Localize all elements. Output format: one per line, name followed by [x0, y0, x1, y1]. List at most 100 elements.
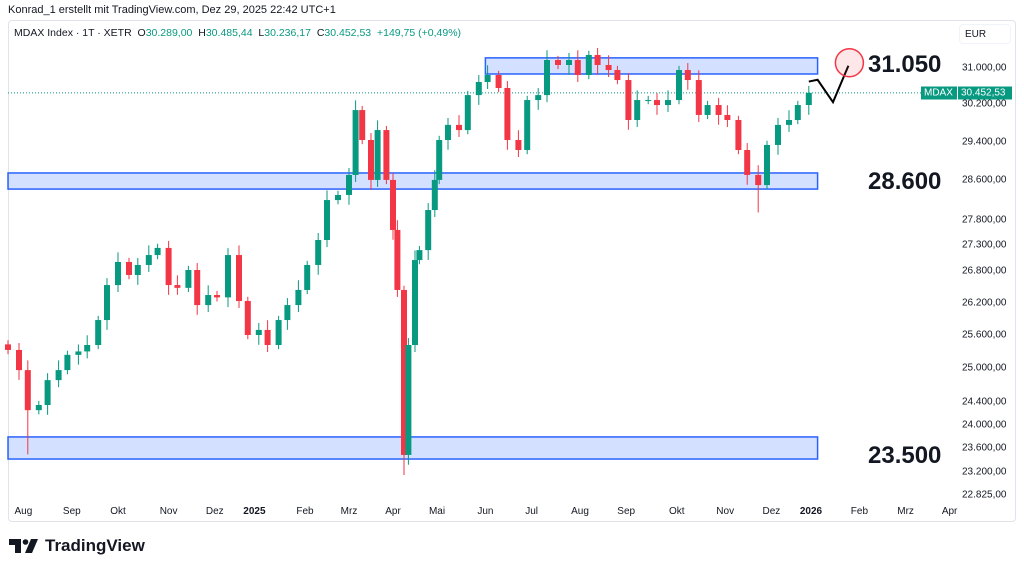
- candle-up: [374, 130, 381, 180]
- support-resistance-zone: [7, 436, 819, 460]
- candle-up: [324, 200, 330, 241]
- candle-up: [431, 179, 438, 211]
- candle-down: [16, 349, 22, 371]
- price-tick-label: 23.600,00: [962, 442, 1007, 454]
- candle-up: [786, 119, 792, 125]
- candle-up: [645, 100, 652, 102]
- candle-up: [55, 370, 62, 381]
- time-tick-label: Mrz: [340, 506, 358, 517]
- candle-down: [264, 329, 271, 346]
- candle-down: [735, 119, 742, 151]
- close-label: C: [316, 27, 325, 39]
- candle-up: [35, 405, 42, 411]
- price-level-annotation: 31.050: [868, 50, 942, 78]
- price-tick-label: 26.800,00: [962, 265, 1007, 277]
- candle-up: [84, 345, 91, 352]
- candle-up: [535, 95, 542, 101]
- candle-up: [464, 95, 471, 131]
- chart-credit: Konrad_1 erstellt mit TradingView.com, D…: [8, 4, 336, 16]
- price-tick-label: 30.200,00: [962, 98, 1007, 110]
- time-tick-label: Mai: [428, 506, 446, 517]
- candle-up: [205, 295, 212, 306]
- candle-down: [214, 295, 220, 298]
- candle-down: [390, 179, 396, 230]
- candle-down: [574, 60, 581, 75]
- chart-pane[interactable]: [8, 20, 1016, 522]
- candle-up: [524, 100, 531, 151]
- low-value: 30.236,17: [264, 27, 311, 39]
- candle-down: [744, 150, 751, 175]
- candle-down: [695, 80, 702, 115]
- candle-down: [504, 87, 511, 140]
- open-label: O: [137, 27, 146, 39]
- candle-up: [475, 82, 482, 96]
- candle-down: [605, 64, 612, 71]
- candle-up: [104, 285, 110, 321]
- projection-path: [808, 65, 850, 105]
- candle-up: [275, 320, 282, 346]
- time-tick-label: Sep: [62, 506, 81, 517]
- candle-up: [585, 54, 592, 75]
- currency-button[interactable]: EUR: [959, 24, 1011, 44]
- time-tick-label: Aug: [571, 506, 589, 517]
- time-tick-label: Nov: [716, 506, 735, 517]
- candle-up: [154, 247, 161, 256]
- candle-up: [75, 351, 82, 355]
- candle-down: [724, 114, 731, 120]
- price-tick-label: 28.600,00: [962, 174, 1007, 186]
- time-tick-label: Apr: [385, 506, 401, 517]
- price-tick-label: 24.400,00: [962, 396, 1007, 408]
- candle-up: [484, 74, 491, 83]
- candle-up: [665, 100, 671, 106]
- price-tick-label: 29.400,00: [962, 136, 1007, 148]
- candle-up: [352, 110, 359, 175]
- price-tick-label: 26.200,00: [962, 297, 1007, 309]
- time-tick-label: Mrz: [897, 506, 914, 517]
- time-tick-label: Okt: [669, 506, 685, 517]
- candle-down: [359, 110, 366, 140]
- time-tick-label: Feb: [296, 506, 314, 517]
- close-value: 30.452,53: [324, 27, 372, 39]
- candle-up: [134, 264, 141, 276]
- logo-text: TradingView: [45, 536, 145, 555]
- time-tick-label: Dez: [205, 506, 224, 517]
- price-tick-label: 25.000,00: [962, 362, 1007, 374]
- time-tick-label: Jul: [525, 506, 538, 517]
- candle-down: [555, 60, 561, 65]
- candle-down: [654, 100, 660, 106]
- candle-up: [115, 261, 121, 286]
- candle-up: [145, 255, 152, 265]
- price-level-annotation: 23.500: [868, 442, 942, 470]
- high-label: H: [198, 27, 206, 39]
- candle-down: [194, 269, 201, 306]
- time-tick-label: 2025: [243, 506, 266, 517]
- time-tick-label: Nov: [159, 506, 178, 517]
- candle-down: [165, 247, 172, 286]
- candle-up: [416, 250, 423, 261]
- candle-down: [495, 74, 502, 88]
- tradingview-logo[interactable]: TradingView: [9, 536, 145, 556]
- time-tick-label: Dez: [762, 506, 781, 517]
- candle-down: [394, 229, 401, 290]
- candle-up: [445, 124, 451, 140]
- candle-up: [255, 329, 262, 335]
- tradingview-logo-icon: [9, 539, 38, 553]
- candle-up: [634, 100, 641, 120]
- time-tick-label: Okt: [110, 506, 126, 517]
- candle-down: [515, 139, 522, 151]
- candle-down: [244, 300, 251, 335]
- candle-down: [174, 285, 181, 288]
- candle-up: [225, 255, 231, 298]
- symbol-info[interactable]: MDAX Index · 1T · XETR: [14, 27, 132, 39]
- candle-up: [764, 144, 770, 186]
- candle-down: [126, 261, 132, 276]
- candle-up: [425, 210, 432, 251]
- time-tick-label: Aug: [14, 506, 33, 517]
- symbol-price-tag: MDAX: [921, 86, 957, 100]
- candle-up: [304, 264, 311, 290]
- candle-down: [368, 139, 374, 180]
- time-tick-label: 2026: [799, 506, 823, 517]
- price-tick-label: 23.200,00: [962, 466, 1007, 478]
- candle-down: [456, 124, 462, 131]
